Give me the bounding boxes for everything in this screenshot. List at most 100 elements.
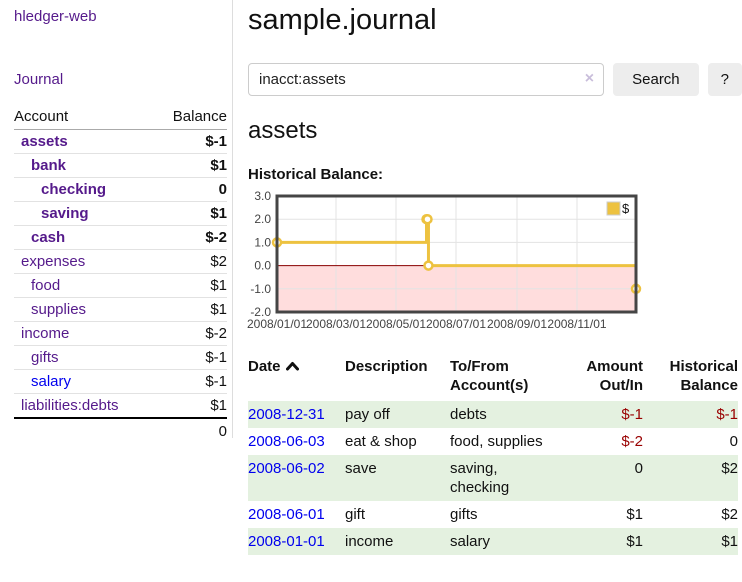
search-form: × Search ? — [248, 63, 742, 96]
account-link-bank[interactable]: bank — [31, 157, 67, 174]
historical-balance-chart: 3.0 2.0 1.0 0.0 -1.0 -2.02008/01/012008/03/01… — [247, 189, 642, 331]
account-balance: $-1 — [154, 369, 227, 394]
chart-label: Historical Balance: — [248, 166, 384, 183]
y-tick-label: 1.0 — [254, 235, 271, 249]
account-balance: $1 — [154, 153, 227, 178]
transaction-amount: $1 — [626, 533, 643, 550]
account-balance: $-1 — [154, 345, 227, 370]
account-link-salary[interactable]: salary — [31, 373, 72, 390]
account-link-expenses[interactable]: expenses — [21, 253, 86, 270]
account-link-assets[interactable]: assets — [21, 133, 68, 150]
transaction-date-link[interactable]: 2008-06-02 — [248, 460, 325, 477]
account-balance: $1 — [154, 393, 227, 419]
search-input[interactable] — [248, 63, 605, 96]
account-row: income $-2 — [14, 321, 227, 346]
legend-label: $ — [622, 201, 630, 216]
app-title[interactable]: hledger-web — [14, 8, 97, 25]
transaction-description: income — [345, 533, 394, 550]
register-row[interactable]: 2008-06-03 eat & shop food, supplies $-2 0 — [248, 428, 738, 455]
account-link-saving[interactable]: saving — [41, 205, 89, 222]
transaction-balance: $2 — [721, 506, 738, 523]
main-content: sample.journal × Search ? assets Histori… — [240, 0, 742, 555]
x-tick-label: 2008/01/01 — [247, 317, 307, 331]
x-tick-label: 2008/09/01 — [487, 317, 547, 331]
account-balance: $-2 — [154, 225, 227, 250]
y-tick-label: 3.0 — [254, 189, 271, 203]
transaction-accounts: food, supplies — [450, 433, 543, 450]
transaction-amount: 0 — [634, 460, 643, 477]
account-row: expenses $2 — [14, 249, 227, 274]
data-point-marker — [423, 260, 434, 271]
account-balance: $1 — [154, 297, 227, 322]
account-link-cash[interactable]: cash — [31, 229, 66, 246]
x-tick-label: 2008/11/01 — [547, 317, 606, 331]
register-header-description: Description — [345, 358, 428, 375]
sidebar: hledger-web Journal Account Balance asse… — [0, 0, 233, 444]
transaction-accounts: debts — [450, 406, 487, 423]
y-tick-label: 0.0 — [254, 259, 271, 273]
accounts-total-value: 0 — [154, 417, 227, 444]
register-table: Date Description To/From Account(s) Amou… — [248, 354, 738, 555]
x-tick-label: 2008/05/01 — [366, 317, 426, 331]
y-tick-label: -2.0 — [250, 305, 271, 319]
account-link-liabilities-debts[interactable]: liabilities:debts — [21, 397, 119, 414]
transaction-date-link[interactable]: 2008-01-01 — [248, 533, 325, 550]
register-row[interactable]: 2008-12-31 pay off debts $-1 $-1 — [248, 401, 738, 428]
sidebar-item-journal[interactable]: Journal — [14, 71, 64, 88]
account-balance: $2 — [154, 249, 227, 274]
chart-border — [275, 194, 638, 314]
accounts-total-row: 0 — [14, 417, 227, 444]
transaction-amount: $1 — [626, 506, 643, 523]
accounts-header-account: Account — [14, 105, 155, 130]
transaction-description: pay off — [345, 406, 390, 423]
transaction-date-link[interactable]: 2008-06-01 — [248, 506, 325, 523]
register-table-body: 2008-12-31 pay off debts $-1 $-1 2008-06-03 ea… — [248, 401, 738, 555]
register-header-balance: Historical Balance — [669, 358, 738, 394]
account-row: food $1 — [14, 273, 227, 298]
transaction-description: gift — [345, 506, 366, 523]
page-title: sample.journal — [248, 4, 437, 36]
transaction-balance: 0 — [729, 433, 738, 450]
account-link-supplies[interactable]: supplies — [31, 301, 87, 318]
account-link-income[interactable]: income — [21, 325, 70, 342]
account-balance: $-1 — [154, 129, 227, 154]
transaction-amount: $-1 — [621, 406, 643, 423]
data-point-marker — [422, 213, 433, 225]
accounts-table-body: assets $-1 bank $1 checking 0 saving $1 cash $-2 e… — [14, 129, 227, 419]
account-row: bank $1 — [14, 153, 227, 178]
help-button[interactable]: ? — [707, 63, 742, 96]
register-row[interactable]: 2008-01-01 income salary $1 $1 — [248, 528, 738, 555]
account-link-checking[interactable]: checking — [41, 181, 107, 198]
transaction-accounts: salary — [450, 533, 491, 550]
account-row: saving $1 — [14, 201, 227, 226]
search-button[interactable]: Search — [613, 63, 699, 96]
y-tick-label: -1.0 — [250, 282, 271, 296]
account-row: gifts $-1 — [14, 345, 227, 370]
transaction-accounts: gifts — [450, 506, 478, 523]
transaction-date-link[interactable]: 2008-12-31 — [248, 406, 325, 423]
register-row[interactable]: 2008-06-02 save saving, checking 0 $2 — [248, 455, 738, 501]
register-header-date[interactable]: Date — [248, 354, 345, 401]
account-row: supplies $1 — [14, 297, 227, 322]
accounts-header-balance: Balance — [154, 105, 227, 130]
transaction-balance: $-1 — [716, 406, 738, 423]
register-row[interactable]: 2008-06-01 gift gifts $1 $2 — [248, 501, 738, 528]
account-row: checking 0 — [14, 177, 227, 202]
transaction-accounts: saving, checking — [450, 460, 510, 496]
x-tick-label: 2008/07/01 — [426, 317, 486, 331]
transaction-date-link[interactable]: 2008-06-03 — [248, 433, 325, 450]
account-heading: assets — [248, 117, 318, 144]
account-balance: $1 — [154, 273, 227, 298]
transaction-description: save — [345, 460, 377, 477]
transaction-amount: $-2 — [621, 433, 643, 450]
account-balance: $-2 — [154, 321, 227, 346]
accounts-table: Account Balance assets $-1 bank $1 checking 0… — [14, 105, 227, 444]
clear-search-icon[interactable]: × — [584, 70, 595, 87]
x-tick-label: 2008/03/01 — [306, 317, 366, 331]
register-header-tofrom: To/From Account(s) — [450, 358, 529, 394]
account-balance: $1 — [154, 201, 227, 226]
account-link-food[interactable]: food — [31, 277, 61, 294]
account-row: salary $-1 — [14, 369, 227, 394]
account-link-gifts[interactable]: gifts — [31, 349, 59, 366]
transaction-balance: $1 — [721, 533, 738, 550]
